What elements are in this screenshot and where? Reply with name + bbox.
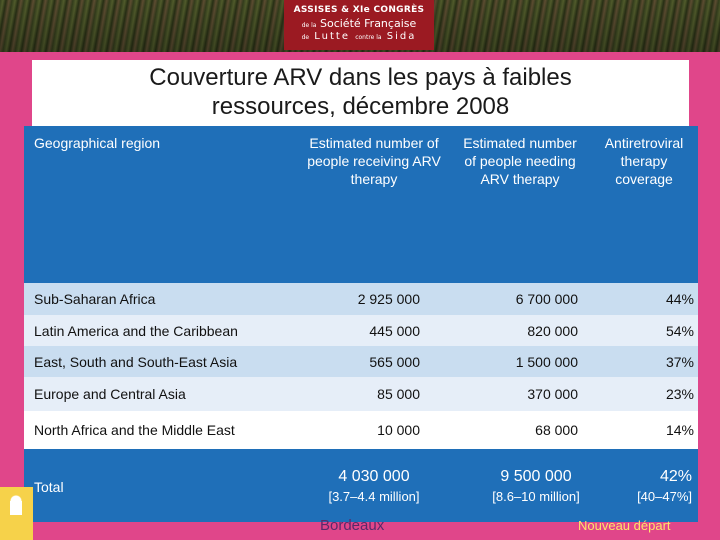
row-needing: 820 000: [527, 322, 578, 339]
row-needing: 1 500 000: [515, 353, 578, 370]
row-region: Sub-Saharan Africa: [34, 291, 156, 307]
total-label: Total: [34, 479, 64, 495]
header-receiving: Estimated number of people receiving ARV…: [307, 135, 441, 187]
logo-line-2-prefix: de la: [301, 22, 317, 29]
header-needing: Estimated number of people needing ARV t…: [463, 135, 577, 187]
row-needing: 6 700 000: [515, 291, 578, 307]
logo-line-2-main: Société Française: [319, 17, 417, 30]
row-receiving: 2 925 000: [357, 291, 420, 307]
total-receiving: 4 030 000: [338, 468, 410, 485]
total-coverage-range: [40–47%]: [637, 489, 692, 504]
row-coverage: 14%: [665, 422, 694, 438]
table-row: North Africa and the Middle East 10 000 …: [24, 411, 698, 449]
table-row: Europe and Central Asia 85 000 370 000 2…: [24, 377, 698, 411]
table-header: Geographical region Estimated number of …: [24, 126, 698, 283]
logo-line-2: de la Société Française: [284, 17, 434, 30]
slide-title-line-1: Couverture ARV dans les pays à faibles: [149, 64, 572, 91]
row-region: Europe and Central Asia: [34, 386, 186, 402]
row-receiving: 565 000: [369, 353, 420, 370]
row-region: North Africa and the Middle East: [34, 422, 235, 438]
sponsor-logo: [0, 487, 33, 540]
logo-line-3-mid: contre la: [355, 34, 382, 41]
row-coverage: 54%: [665, 322, 694, 339]
row-needing: 370 000: [527, 386, 578, 402]
row-region: East, South and South-East Asia: [34, 353, 238, 370]
footer-city: Bordeaux: [320, 517, 385, 534]
footer-tagline: Nouveau départ: [578, 518, 671, 533]
total-receiving-range: [3.7–4.4 million]: [328, 489, 420, 504]
row-coverage: 37%: [665, 353, 694, 370]
slide-title: Couverture ARV dans les pays à faibles r…: [32, 60, 689, 128]
logo-line-3-prefix: de: [301, 34, 310, 41]
row-needing: 68 000: [535, 422, 578, 438]
header-region: Geographical region: [34, 135, 161, 151]
row-receiving: 10 000: [377, 422, 420, 438]
table-row: Sub-Saharan Africa 2 925 000 6 700 000 4…: [24, 283, 698, 315]
figure-icon: [6, 495, 26, 519]
table-row: Latin America and the Caribbean 445 000 …: [24, 315, 698, 346]
total-coverage: 42%: [659, 468, 692, 485]
table-body: Sub-Saharan Africa 2 925 000 6 700 000 4…: [24, 283, 698, 449]
table-total-row: Total 4 030 000 [3.7–4.4 million] 9 500 …: [24, 449, 698, 522]
header-coverage: Antiretroviral therapy coverage: [604, 135, 684, 187]
row-coverage: 23%: [665, 386, 694, 402]
table-row: East, South and South-East Asia 565 000 …: [24, 346, 698, 377]
logo-line-3-main: Lutte: [314, 31, 351, 42]
congress-logo: ASSISES & XIe CONGRÈS de la Société Fran…: [284, 0, 434, 50]
total-needing-range: [8.6–10 million]: [492, 489, 580, 504]
logo-line-1: ASSISES & XIe CONGRÈS: [293, 5, 425, 15]
row-receiving: 85 000: [377, 386, 420, 402]
row-region: Latin America and the Caribbean: [34, 322, 238, 339]
slide-title-line-2: ressources, décembre 2008: [211, 93, 510, 120]
logo-line-3: de Lutte contre la Sida: [284, 31, 434, 42]
row-coverage: 44%: [665, 291, 694, 307]
total-needing: 9 500 000: [500, 468, 572, 485]
row-receiving: 445 000: [369, 322, 420, 339]
logo-line-3-end: Sida: [386, 31, 417, 42]
